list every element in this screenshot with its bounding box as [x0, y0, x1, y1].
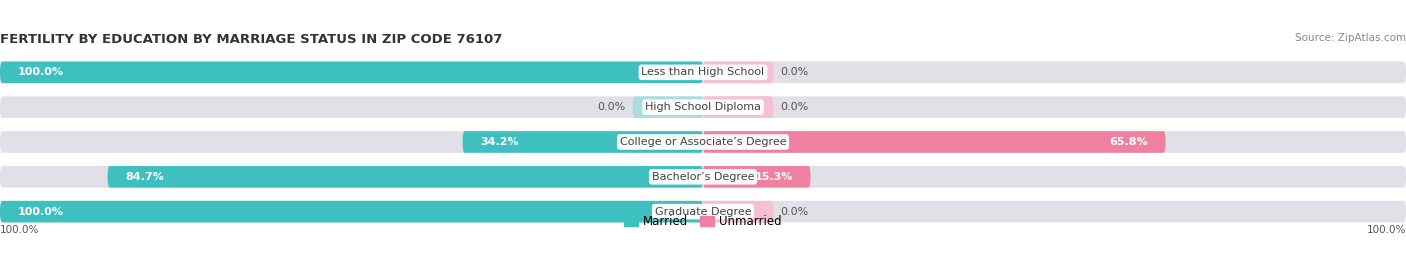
FancyBboxPatch shape	[0, 166, 1406, 187]
FancyBboxPatch shape	[703, 131, 1166, 153]
FancyBboxPatch shape	[0, 96, 1406, 118]
Text: High School Diploma: High School Diploma	[645, 102, 761, 112]
Text: 0.0%: 0.0%	[598, 102, 626, 112]
FancyBboxPatch shape	[107, 166, 703, 187]
FancyBboxPatch shape	[463, 131, 703, 153]
Text: 34.2%: 34.2%	[481, 137, 519, 147]
Text: 100.0%: 100.0%	[1367, 225, 1406, 235]
Text: 0.0%: 0.0%	[780, 102, 808, 112]
Text: Graduate Degree: Graduate Degree	[655, 207, 751, 217]
Text: 100.0%: 100.0%	[17, 67, 63, 77]
FancyBboxPatch shape	[633, 96, 703, 118]
Legend: Married, Unmarried: Married, Unmarried	[620, 210, 786, 233]
FancyBboxPatch shape	[0, 62, 703, 83]
FancyBboxPatch shape	[0, 201, 1406, 222]
Text: 84.7%: 84.7%	[125, 172, 165, 182]
Text: Source: ZipAtlas.com: Source: ZipAtlas.com	[1295, 33, 1406, 43]
FancyBboxPatch shape	[703, 201, 773, 222]
Text: Less than High School: Less than High School	[641, 67, 765, 77]
Text: 100.0%: 100.0%	[0, 225, 39, 235]
Text: College or Associate’s Degree: College or Associate’s Degree	[620, 137, 786, 147]
FancyBboxPatch shape	[0, 62, 1406, 83]
Text: 0.0%: 0.0%	[780, 207, 808, 217]
Text: 100.0%: 100.0%	[17, 207, 63, 217]
FancyBboxPatch shape	[703, 62, 773, 83]
FancyBboxPatch shape	[703, 96, 773, 118]
Text: Bachelor’s Degree: Bachelor’s Degree	[652, 172, 754, 182]
Text: 0.0%: 0.0%	[780, 67, 808, 77]
FancyBboxPatch shape	[703, 166, 810, 187]
FancyBboxPatch shape	[0, 131, 1406, 153]
Text: 65.8%: 65.8%	[1109, 137, 1147, 147]
Text: 15.3%: 15.3%	[755, 172, 793, 182]
FancyBboxPatch shape	[0, 201, 703, 222]
Text: FERTILITY BY EDUCATION BY MARRIAGE STATUS IN ZIP CODE 76107: FERTILITY BY EDUCATION BY MARRIAGE STATU…	[0, 33, 502, 46]
